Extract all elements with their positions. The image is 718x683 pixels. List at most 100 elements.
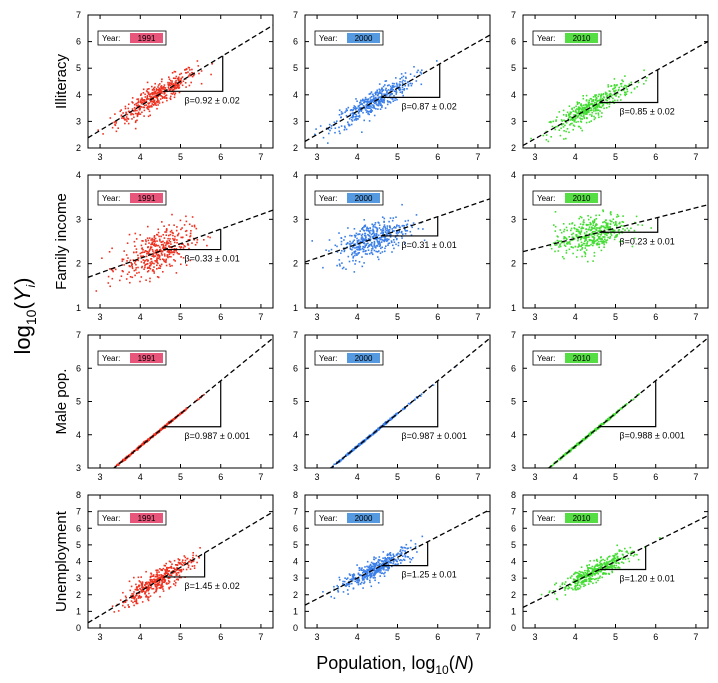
scatter-point [139,113,142,115]
scatter-point [382,89,385,91]
scatter-point [340,113,343,115]
scatter-point [378,222,380,224]
scatter-point [409,402,412,405]
scatter-point [175,75,178,78]
scatter-point [383,568,385,571]
scatter-point [625,93,628,95]
scatter-point [97,129,99,131]
scatter-point [400,546,403,548]
scatter-point [168,570,170,572]
scatter-point [359,573,361,576]
scatter-point [405,76,407,79]
scatter-point [384,421,387,424]
scatter-point [585,244,588,247]
scatter-point [596,239,598,242]
scatter-point [397,241,400,244]
scatter-point [577,125,580,128]
scatter-point [346,577,349,579]
scatter-point [575,235,578,238]
scatter-point [381,93,383,95]
scatter-point [123,458,125,461]
scatter-point [369,579,371,582]
y-tick-label: 4 [511,90,516,100]
scatter-point [545,139,548,141]
scatter-point [155,90,157,93]
scatter-point [602,210,605,213]
scatter-point [578,106,581,109]
scatter-point [387,569,389,572]
scatter-point [111,469,113,471]
scatter-point [129,589,131,592]
scatter-point [363,219,365,221]
scatter-point [390,556,393,559]
scatter-point [141,601,144,603]
y-tick-label: 0 [76,623,81,633]
scatter-point [177,79,180,82]
scatter-point [565,252,568,254]
scatter-point [369,107,371,109]
scatter-point [563,257,565,260]
scatter-point [384,80,387,82]
scatter-point [126,117,129,120]
scatter-point [369,100,371,103]
scatter-point [595,112,597,115]
slope-triangle [164,380,222,428]
scatter-point [139,587,141,590]
scatter-point [369,101,371,104]
legend: Year: 1991 [97,350,167,366]
scatter-point [378,88,381,91]
scatter-point [625,87,627,89]
scatter-point [161,97,164,99]
scatter-point [373,240,376,243]
scatter-point [384,237,386,239]
scatter-point [351,252,354,254]
scatter-point [573,224,576,227]
scatter-point [352,259,354,262]
scatter-point [364,96,367,99]
scatter-point [361,131,363,133]
scatter-point [367,238,370,240]
scatter-point [366,242,369,245]
scatter-point [395,227,397,229]
scatter-point [111,269,114,272]
scatter-point [382,560,384,563]
scatter-point [376,104,378,107]
scatter-point [373,566,376,568]
scatter-point [207,235,209,238]
scatter-point [392,217,395,219]
scatter-point [149,579,151,581]
scatter-point [173,85,176,88]
scatter-point [358,104,361,107]
scatter-point [571,236,574,238]
scatter-point [336,251,339,253]
scatter-point [356,118,359,120]
scatter-point [584,438,586,440]
scatter-point [152,574,155,576]
scatter-point [375,91,378,93]
scatter-point [111,277,114,280]
scatter-point [172,253,175,256]
scatter-point [620,83,622,85]
scatter-point [383,100,385,102]
scatter-point [381,251,384,253]
scatter-point [613,84,616,87]
y-tick-label: 2 [511,143,516,153]
scatter-point [172,83,175,85]
scatter-point [397,244,400,247]
scatter-point [340,243,343,246]
scatter-point [158,102,161,104]
scatter-points [549,200,652,263]
scatter-point [147,252,150,255]
scatter-point [132,102,134,104]
scatter-point [164,97,166,99]
scatter-point [357,253,359,255]
scatter-point [355,117,358,120]
slope-triangle [381,216,439,237]
scatter-point [174,81,177,84]
scatter-point [360,234,363,237]
scatter-point [370,106,373,108]
scatter-point [140,256,143,258]
y-tick-label: 7 [76,10,81,20]
scatter-point [177,578,179,580]
